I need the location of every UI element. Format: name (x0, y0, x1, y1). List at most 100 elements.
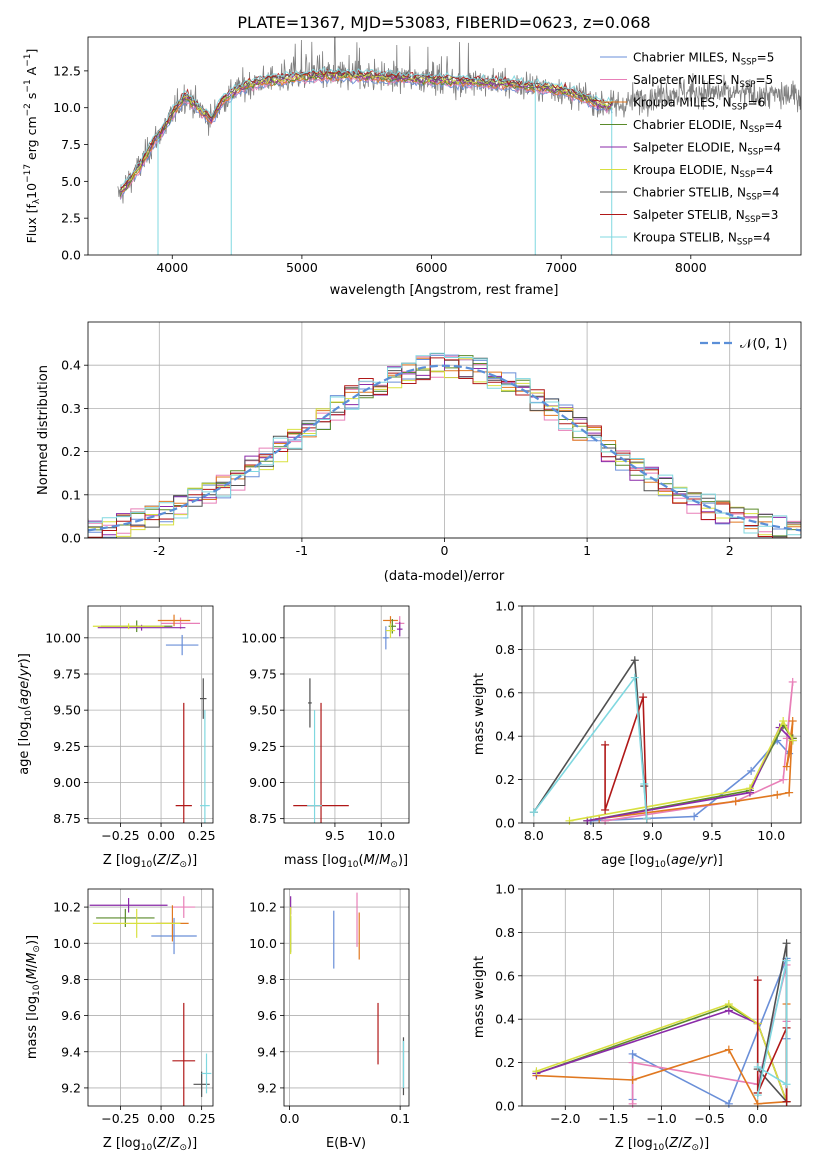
spectrum-ylabel: Flux [fλ10−17 erg cm−2 s−1 A−1] (23, 49, 42, 244)
axes-frame (521, 888, 802, 1107)
legend-label-text: Salpeter ELODIE, N (633, 141, 747, 155)
y-tick-label: 0.0 (61, 531, 81, 546)
y-tick-label: 5.0 (61, 174, 81, 189)
x-tick-label: 8.0 (524, 828, 544, 843)
y-tick-label: 9.75 (53, 666, 81, 681)
y-tick-label: 0.3 (61, 401, 81, 416)
legend-label-subscript: SSP (740, 170, 756, 180)
mass-vs-metallicity-xlabel: Z [log10(Z/Z⊙)] (103, 1136, 197, 1153)
y-tick-label: 9.4 (257, 1044, 277, 1059)
x-tick-label: 0.0 (280, 1111, 300, 1126)
x-tick-label: -1 (296, 543, 308, 558)
axes-frame (87, 605, 214, 824)
y-tick-label: 0.8 (495, 925, 515, 940)
y-tick-label: 0.6 (495, 685, 515, 700)
legend-label: Kroupa ELODIE, NSSP=4 (633, 163, 773, 180)
axes-frame (87, 321, 802, 539)
weight-vs-age-ylabel: mass weight (472, 673, 487, 755)
x-tick-label: 9.5 (702, 828, 722, 843)
axes-frame (283, 605, 410, 824)
axes-frame (283, 888, 410, 1107)
mass-vs-reddening-panel: 0.0 0.1 9.2 9.4 9.6 9.8 10.0 10.2 E(B-V) (249, 888, 410, 1151)
x-tick-label: −0.25 (101, 828, 139, 843)
age-vs-metallicity-panel: −0.25 0.00 0.25 8.75 9.00 9.25 9.50 9.75 10.00 Z… (17, 605, 216, 870)
legend-label-text: Chabrier ELODIE, N (633, 118, 749, 132)
y-tick-label: 9.8 (257, 972, 277, 987)
residuals-panel: -2 -1 0 1 2 0.0 0.1 0.2 0.3 0.4 (data-model)/erro… (36, 321, 802, 584)
y-tick-label: 0.0 (61, 248, 81, 263)
y-tick-label: 2.5 (61, 211, 81, 226)
legend-label: Salpeter MILES, NSSP=5 (633, 73, 773, 90)
x-tick-label: 5000 (286, 260, 318, 275)
spectrum-panel: 4000 5000 6000 7000 8000 0.0 2.5 5.0 7.5 10.0 12.5… (23, 36, 802, 298)
legend-label-subscript: SSP (740, 80, 756, 90)
weight-line-salpeter-stelib (604, 696, 648, 819)
legend-label-text: Chabrier MILES, N (633, 51, 741, 65)
axes-frame (87, 888, 214, 1107)
mass-vs-metallicity-panel: −0.25 0.00 0.25 9.2 9.4 9.6 9.8 10.0 10.2 Z [log… (25, 888, 216, 1153)
x-tick-label: -2 (153, 543, 165, 558)
y-tick-label: 9.4 (61, 1044, 81, 1059)
y-tick-label: 1.0 (495, 882, 515, 897)
residuals-legend: 𝒩(0, 1) (700, 337, 787, 352)
x-tick-label: 4000 (156, 260, 188, 275)
legend-label: Kroupa MILES, NSSP=6 (633, 96, 765, 113)
legend-label-count: =3 (761, 208, 779, 222)
y-tick-label: 0.4 (495, 1012, 515, 1027)
y-tick-label: 9.00 (53, 775, 81, 790)
y-tick-label: 9.50 (249, 703, 277, 718)
weight-vs-age-panel: 8.0 8.5 9.0 9.5 10.0 0.0 0.2 0.4 0.6 0.8 1.0 age [… (472, 599, 802, 870)
legend-label-count: =4 (763, 141, 781, 155)
x-tick-label: 0.00 (147, 1111, 175, 1126)
age-ylabel: age [log10(age/yr)] (17, 653, 34, 775)
legend-label-text: Salpeter MILES, N (633, 73, 740, 87)
y-tick-label: 1.0 (495, 599, 515, 614)
y-tick-label: 7.5 (61, 137, 81, 152)
weight-line-kroupa-elodie (569, 719, 794, 822)
model-spectrum-kroupa-elodie (120, 69, 613, 191)
y-tick-label: 8.75 (249, 811, 277, 826)
legend-label-subscript: SSP (737, 238, 753, 248)
y-tick-label: 9.25 (53, 739, 81, 754)
y-tick-label: 9.50 (53, 703, 81, 718)
legend-label-count: =4 (765, 118, 783, 132)
y-tick-label: 10.2 (53, 900, 81, 915)
weight-line-salpeter-stelib (756, 980, 788, 1102)
axes-frame (87, 36, 802, 256)
y-tick-label: 9.6 (257, 1008, 277, 1023)
weight-line-kroupa-elodie (536, 1003, 788, 1102)
x-tick-label: −1.5 (598, 1111, 628, 1126)
x-tick-label: 9.0 (643, 828, 663, 843)
legend-label-subscript: SSP (745, 215, 761, 225)
legend-label-count: =6 (748, 96, 766, 110)
residuals-ylabel: Normed distribution (36, 365, 51, 495)
x-tick-label: −0.5 (694, 1111, 724, 1126)
y-tick-label: 9.2 (257, 1080, 277, 1095)
y-tick-label: 9.2 (61, 1080, 81, 1095)
x-tick-label: −2.0 (550, 1111, 580, 1126)
mass-vs-reddening-xlabel: E(B-V) (326, 1136, 366, 1151)
legend-label-text: Kroupa ELODIE, N (633, 163, 740, 177)
y-tick-label: 9.25 (249, 739, 277, 754)
y-tick-label: 0.6 (495, 968, 515, 983)
figure-title: PLATE=1367, MJD=53083, FIBERID=0623, z=0… (237, 13, 650, 32)
x-tick-label: 8000 (675, 260, 707, 275)
x-tick-label: 0.25 (188, 828, 216, 843)
weight-vs-metallicity-xlabel: Z [log10(Z/Z⊙)] (615, 1136, 709, 1153)
y-tick-label: 9.00 (249, 775, 277, 790)
legend-label-subscript: SSP (747, 148, 763, 158)
x-tick-label: 10.0 (757, 828, 785, 843)
legend-label-normal: 𝒩(0, 1) (740, 337, 787, 352)
y-tick-label: 0.0 (495, 1099, 515, 1114)
x-tick-label: 0.1 (390, 1111, 410, 1126)
x-tick-label: 8.5 (583, 828, 603, 843)
legend-label: Chabrier ELODIE, NSSP=4 (633, 118, 782, 135)
weight-line-kroupa-stelib (533, 675, 648, 819)
age-vs-metallicity-xlabel: Z [log10(Z/Z⊙)] (103, 853, 197, 870)
y-tick-label: 0.1 (61, 487, 81, 502)
x-tick-label: 1 (583, 543, 591, 558)
x-tick-label: −1.0 (646, 1111, 676, 1126)
legend-label-subscript: SSP (749, 125, 765, 135)
y-tick-label: 0.2 (495, 1055, 515, 1070)
x-tick-label: 10.0 (367, 828, 395, 843)
